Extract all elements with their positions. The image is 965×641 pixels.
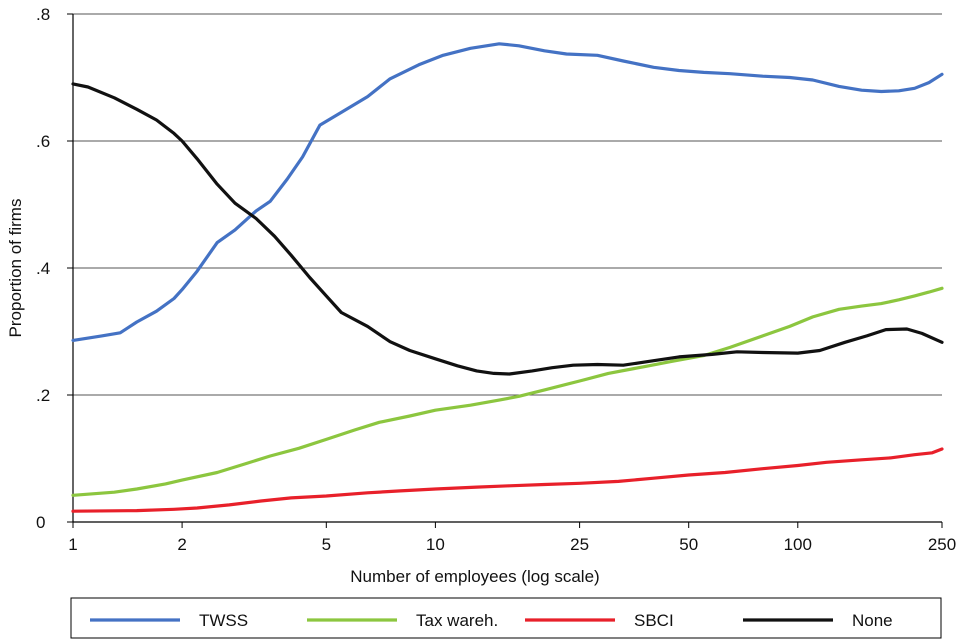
x-tick-label: 2: [177, 535, 186, 554]
legend-label-none: None: [852, 611, 893, 630]
y-tick-label: .2: [36, 386, 50, 405]
x-tick-label: 5: [322, 535, 331, 554]
x-tick-label: 1: [68, 535, 77, 554]
x-tick-label: 50: [679, 535, 698, 554]
y-tick-label: .8: [36, 5, 50, 24]
y-axis-title: Proportion of firms: [6, 199, 25, 338]
x-axis-title: Number of employees (log scale): [350, 567, 599, 586]
y-ticks: 0 .2 .4 .6 .8: [36, 5, 73, 532]
x-tick-label: 250: [928, 535, 956, 554]
legend-label-sbci: SBCI: [634, 611, 674, 630]
series-line-tax-wareh: [71, 286, 944, 497]
legend-label-tax-wareh: Tax wareh.: [416, 611, 498, 630]
x-ticks: 1 2 5 10 25 50 100 250: [68, 522, 956, 554]
series-line-twss: [71, 42, 944, 342]
y-tick-label: .6: [36, 132, 50, 151]
gridlines: [73, 13, 942, 396]
legend-label-twss: TWSS: [199, 611, 248, 630]
x-tick-label: 10: [426, 535, 445, 554]
x-tick-label: 100: [784, 535, 812, 554]
series-line-none: [71, 82, 944, 376]
series-lines: [71, 42, 944, 513]
series-line-sbci: [71, 447, 944, 513]
legend: TWSS Tax wareh. SBCI None: [70, 597, 942, 639]
x-tick-label: 25: [570, 535, 589, 554]
y-tick-label: .4: [36, 259, 50, 278]
y-tick-label: 0: [36, 513, 45, 532]
legend-box: [70, 597, 942, 639]
